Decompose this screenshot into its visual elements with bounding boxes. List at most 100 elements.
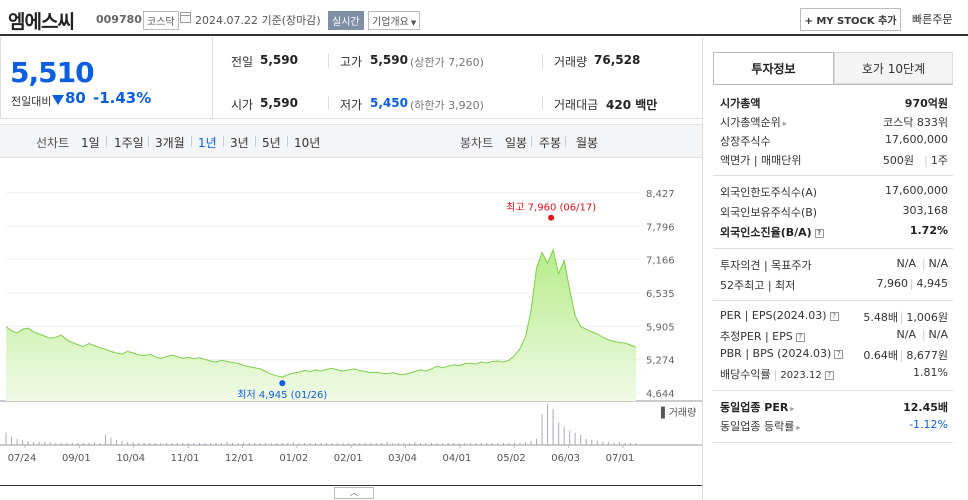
period-3y[interactable]: 3년 [230, 136, 249, 150]
par-label: 액면가 | 매매단위 [720, 154, 802, 167]
x-tick-label: 03/04 [388, 453, 417, 464]
quick-order-link[interactable]: 빠른주문 [912, 13, 953, 26]
volume-bar [49, 441, 51, 445]
volume-bar [93, 441, 95, 445]
target-price-value: N/A [928, 257, 948, 270]
volume-bar [298, 442, 300, 445]
volume-value: 76,528 [594, 53, 641, 67]
volume-bar [259, 442, 261, 445]
volume-bar [414, 441, 416, 445]
volume-bar [77, 442, 79, 445]
volume-bar [508, 442, 510, 445]
x-tick-label: 09/01 [62, 453, 91, 464]
market-cap-row: 시가총액 970억원 [720, 95, 948, 113]
volume-bar [215, 442, 217, 445]
dividend-row: 배당수익률 | 2023.12? 1.81% [720, 366, 948, 381]
candle-weekly[interactable]: 주봉 [539, 136, 562, 150]
volume-bar [563, 426, 565, 445]
shares-row: 상장주식수 17,600,000 [720, 133, 948, 151]
volume-bar [270, 442, 272, 445]
realtime-button[interactable]: 실시간 [328, 11, 364, 30]
volume-bar [607, 441, 609, 445]
per-row: PER | EPS(2024.03)? 5.48배 | 1,006원 [720, 309, 948, 324]
foreign-limit-row: 외국인한도주식수(A) 17,600,000 [720, 184, 948, 202]
x-tick-label: 12/01 [225, 453, 254, 464]
price-line [5, 248, 637, 378]
price-box [0, 37, 213, 119]
volume-bar [232, 442, 234, 445]
period-3m[interactable]: 3개월 [155, 136, 185, 150]
volume-bar [458, 442, 460, 445]
sector-per-row[interactable]: 동일업종 PER ▸ 12.45배 [720, 399, 948, 417]
volume-label: 거래량 [554, 55, 588, 69]
low-marker [279, 380, 286, 387]
expand-chart-button[interactable]: ︿ [334, 487, 374, 499]
sector-change-row[interactable]: 동일업종 등락률 ▸ -1.12% [720, 418, 948, 436]
divider [287, 136, 288, 147]
volume-bar [403, 442, 405, 445]
market-cap-rank-label: 시가총액순위 [720, 116, 781, 129]
volume-bar [127, 441, 129, 445]
volume-bar [182, 442, 184, 445]
price-chart[interactable]: 8,427 7,796 7,166 6,535 5,905 5,274 4,644 ▌거래량… [0, 158, 702, 486]
volume-bar [337, 442, 339, 445]
open-value: 5,590 [260, 96, 298, 110]
foreign-ratio-label: 외국인소진율(B/A) [720, 226, 812, 239]
help-icon[interactable]: ? [824, 370, 834, 380]
volume-bar [265, 442, 267, 445]
foreign-ratio-value: 1.72% [909, 224, 948, 237]
volume-bar [292, 441, 294, 445]
volume-bar [22, 439, 24, 445]
volume-bar [154, 442, 156, 445]
volume-bar [502, 442, 504, 445]
candle-daily[interactable]: 일봉 [505, 136, 528, 150]
divider [328, 54, 329, 68]
foreign-limit-label: 외국인한도주식수(A) [720, 186, 818, 199]
help-icon[interactable]: ? [834, 349, 844, 359]
period-5y[interactable]: 5년 [262, 136, 281, 150]
help-icon[interactable]: ? [795, 332, 805, 342]
volume-bar [536, 438, 538, 445]
period-1y[interactable]: 1년 [198, 136, 217, 150]
trade-unit-value: 1주 [930, 154, 948, 167]
volume-bar [613, 442, 615, 445]
volume-bar [491, 442, 493, 445]
volume-bar [116, 439, 118, 445]
period-1d[interactable]: 1일 [81, 136, 100, 150]
volume-bar [160, 442, 162, 445]
help-icon[interactable]: ? [829, 311, 839, 321]
line-chart-label[interactable]: 선차트 [36, 136, 70, 150]
amount-label: 거래대금 [554, 98, 599, 112]
volume-bar [397, 442, 399, 445]
volume-bar [552, 409, 554, 445]
volume-bar [519, 442, 521, 445]
volume-bar [480, 442, 482, 445]
week52-low: 4,945 [916, 277, 949, 290]
volume-bar [99, 442, 101, 445]
par-value: 500원 [882, 154, 914, 167]
tab-order-book[interactable]: 호가 10단계 [834, 52, 953, 84]
divider [542, 54, 543, 68]
period-1w[interactable]: 1주일 [114, 136, 144, 150]
add-my-stock-button[interactable]: + MY STOCK 추가 [800, 8, 901, 31]
est-eps-value: N/A [928, 328, 948, 341]
candle-chart-label[interactable]: 봉차트 [460, 136, 494, 150]
tab-investment-info[interactable]: 투자정보 [713, 52, 834, 84]
period-10y[interactable]: 10년 [294, 136, 321, 150]
candle-monthly[interactable]: 월봉 [576, 136, 599, 150]
market-cap-rank-row[interactable]: 시가총액순위 ▸ 코스닥 833위 [720, 114, 948, 132]
pbr-row: PBR | BPS (2024.03)? 0.64배 | 8,677원 [720, 347, 948, 362]
volume-bar [353, 442, 355, 445]
volume-bar [149, 442, 151, 445]
chevron-right-icon: ▸ [790, 404, 795, 413]
volume-bar [44, 441, 46, 445]
low-label: 저가 [340, 98, 363, 112]
help-icon[interactable]: ? [814, 228, 824, 238]
y-tick-label: 7,166 [646, 256, 675, 267]
shares-value: 17,600,000 [885, 133, 948, 146]
company-info-dropdown[interactable]: 기업개요 ▼ [368, 11, 421, 30]
opinion-value: N/A [896, 257, 916, 270]
volume-bar [88, 442, 90, 445]
volume-bar [320, 442, 322, 445]
volume-bar [55, 442, 57, 445]
